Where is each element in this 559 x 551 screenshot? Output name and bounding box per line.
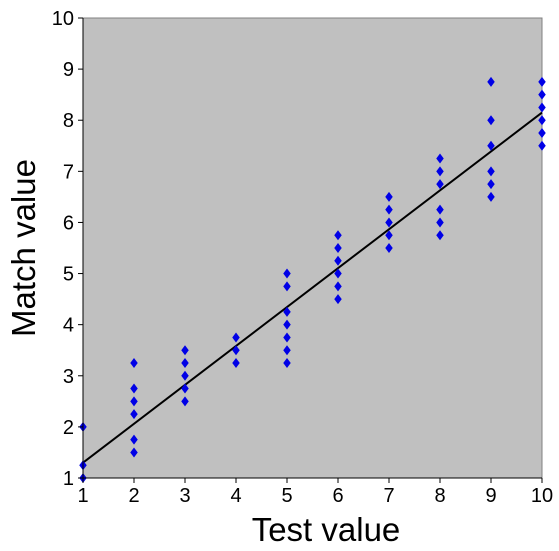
y-axis-title: Match value xyxy=(5,159,42,337)
data-point xyxy=(538,128,546,138)
data-point xyxy=(181,345,189,356)
x-tick-label: 9 xyxy=(485,485,496,507)
data-point xyxy=(487,140,495,151)
data-point xyxy=(130,396,138,407)
data-point xyxy=(538,76,546,87)
data-point xyxy=(436,166,444,177)
x-tick-labels: 1 2 3 4 5 6 7 8 9 10 xyxy=(77,485,553,507)
y-tick-label: 3 xyxy=(63,366,74,388)
x-tick-label: 1 xyxy=(77,485,88,507)
data-point xyxy=(385,217,393,228)
data-point xyxy=(283,319,291,330)
data-point xyxy=(283,332,291,343)
data-point xyxy=(232,345,240,356)
y-tick-label: 1 xyxy=(63,468,74,490)
data-point xyxy=(181,358,189,368)
data-point xyxy=(334,268,342,279)
data-point xyxy=(436,204,444,215)
data-point xyxy=(334,243,342,253)
data-point xyxy=(283,268,291,279)
x-tick-label: 6 xyxy=(332,485,343,507)
data-point xyxy=(130,447,138,458)
x-tick-label: 2 xyxy=(128,485,139,507)
data-point xyxy=(436,230,444,241)
data-point xyxy=(436,217,444,228)
data-points-layer xyxy=(79,76,546,483)
x-tick-label: 5 xyxy=(281,485,292,507)
x-tick-label: 3 xyxy=(179,485,190,507)
y-tick-label: 5 xyxy=(63,264,74,286)
x-tick-label: 10 xyxy=(531,485,553,507)
data-point xyxy=(334,281,342,292)
y-tick-labels: 1 2 3 4 5 6 7 8 9 10 xyxy=(52,8,74,490)
data-point xyxy=(232,332,240,343)
x-tick-label: 7 xyxy=(383,485,394,507)
data-point xyxy=(130,409,138,420)
data-point xyxy=(487,191,495,202)
data-point xyxy=(283,345,291,356)
data-point xyxy=(487,115,495,126)
x-tick-label: 8 xyxy=(434,485,445,507)
y-tick-label: 4 xyxy=(63,315,74,337)
data-point xyxy=(130,358,138,368)
data-point xyxy=(130,434,138,445)
y-tick-label: 10 xyxy=(52,8,74,30)
data-point xyxy=(436,179,444,190)
data-point xyxy=(232,358,240,368)
x-axis-title: Test value xyxy=(252,511,401,548)
data-point xyxy=(538,102,546,113)
data-point xyxy=(130,383,138,394)
axes-layer xyxy=(78,17,543,483)
data-point xyxy=(283,281,291,292)
x-tick-label: 4 xyxy=(230,485,241,507)
data-point xyxy=(181,383,189,394)
data-point xyxy=(181,396,189,407)
y-tick-label: 8 xyxy=(63,110,74,132)
data-point xyxy=(385,230,393,241)
data-point xyxy=(334,230,342,241)
data-point xyxy=(334,294,342,305)
y-tick-label: 7 xyxy=(63,161,74,183)
plot-area xyxy=(82,17,543,479)
data-point xyxy=(181,370,189,381)
data-point xyxy=(487,76,495,87)
data-point xyxy=(538,115,546,126)
data-point xyxy=(385,191,393,202)
data-point xyxy=(487,166,495,177)
data-point xyxy=(487,179,495,190)
data-point xyxy=(283,358,291,368)
data-point xyxy=(385,243,393,253)
data-point xyxy=(283,306,291,317)
data-point xyxy=(538,89,546,100)
data-point xyxy=(436,153,444,164)
data-point xyxy=(334,255,342,266)
y-tick-label: 9 xyxy=(63,59,74,81)
trendline-layer xyxy=(82,111,543,464)
data-point xyxy=(538,140,546,151)
y-tick-label: 2 xyxy=(63,417,74,439)
trendline xyxy=(82,111,543,464)
y-tick-label: 6 xyxy=(63,212,74,234)
data-point xyxy=(385,204,393,215)
